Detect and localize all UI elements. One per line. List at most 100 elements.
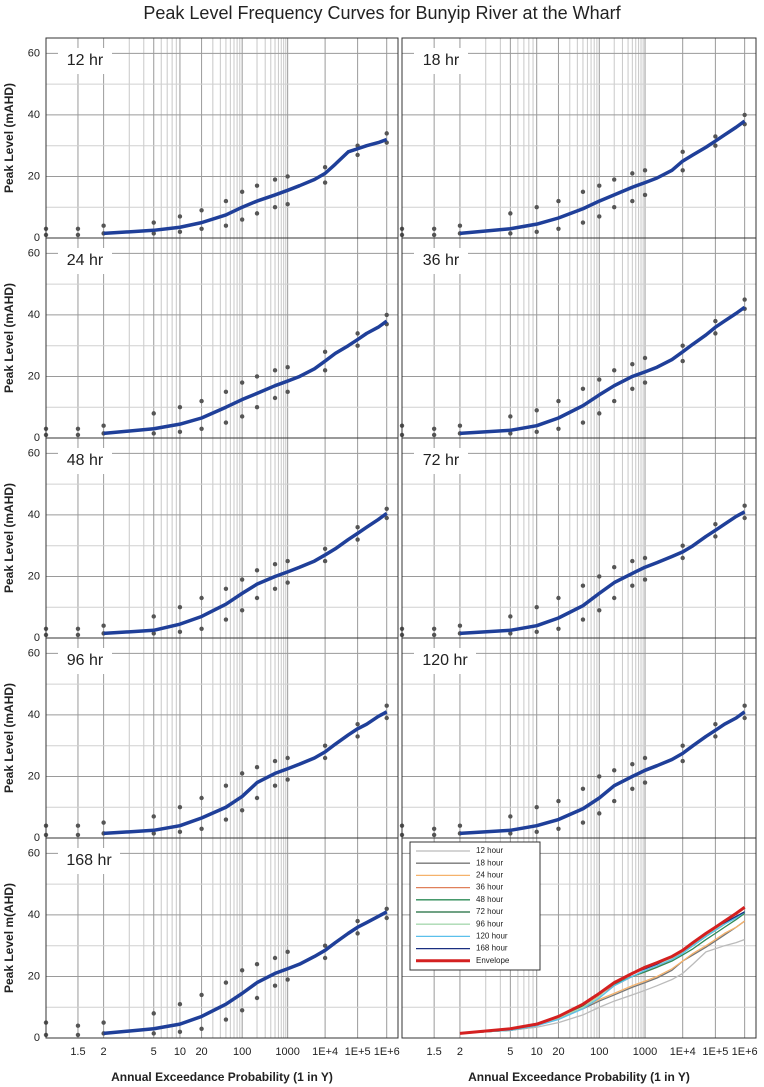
x-tick-label: 100 — [233, 1046, 251, 1058]
data-point — [285, 755, 290, 761]
data-point — [322, 955, 328, 961]
panel-label: 36 hr — [423, 252, 460, 269]
legend-label: 12 hour — [476, 846, 503, 855]
data-point — [597, 774, 602, 779]
panel-label: 24 hr — [67, 252, 104, 269]
data-point — [223, 389, 229, 395]
curve — [103, 910, 388, 1036]
data-point — [355, 537, 360, 542]
data-point — [431, 626, 437, 631]
data-point — [508, 814, 513, 819]
data-point — [556, 798, 561, 804]
data-point — [384, 915, 389, 921]
data-point — [151, 411, 156, 416]
data-point — [322, 546, 328, 551]
data-point — [285, 558, 290, 564]
legend-label: 48 hour — [476, 895, 503, 904]
data-point — [630, 583, 635, 588]
y-tick-label: 60 — [28, 47, 40, 59]
data-point — [680, 149, 685, 155]
data-point — [272, 395, 278, 401]
data-point — [254, 183, 260, 188]
data-point — [431, 226, 437, 231]
data-point — [680, 543, 685, 548]
legend-label: 168 hour — [476, 944, 508, 953]
series-line — [459, 938, 745, 1035]
data-point — [199, 626, 204, 631]
y-axis-title: Peak Level (mAHD) — [2, 483, 16, 593]
data-point — [556, 226, 561, 231]
data-point — [272, 205, 278, 210]
data-point — [177, 405, 183, 410]
data-point — [239, 217, 245, 222]
data-point — [713, 721, 718, 727]
data-point — [285, 201, 290, 207]
data-point — [642, 168, 648, 173]
data-point — [254, 568, 260, 573]
legend-box — [409, 841, 541, 971]
data-point — [285, 949, 290, 955]
data-point — [322, 180, 328, 185]
data-point — [239, 414, 245, 419]
data-point — [680, 758, 685, 764]
data-point — [177, 229, 183, 235]
y-tick-label: 40 — [28, 709, 40, 721]
y-tick-label: 0 — [34, 832, 40, 844]
data-point — [322, 368, 328, 373]
data-point — [612, 768, 617, 773]
data-point — [254, 374, 260, 379]
data-point — [534, 805, 539, 810]
data-point — [642, 755, 648, 761]
data-point — [272, 758, 278, 764]
x-tick-label: 10 — [531, 1046, 543, 1058]
data-point — [580, 386, 586, 391]
data-point — [151, 814, 156, 819]
curve — [103, 511, 388, 636]
panel: 0 20 40 60 Peak Level (mAHD) 24 hr — [2, 237, 399, 444]
data-point — [508, 831, 513, 836]
data-point — [239, 808, 245, 813]
data-point — [177, 214, 183, 219]
data-point — [239, 189, 245, 195]
data-point — [322, 349, 328, 355]
data-point — [199, 1026, 204, 1031]
y-tick-label: 0 — [34, 432, 40, 444]
data-point — [223, 223, 229, 228]
data-point — [199, 992, 204, 998]
data-point — [597, 574, 602, 579]
data-point — [556, 398, 561, 404]
data-point — [580, 220, 586, 225]
data-point — [285, 580, 290, 585]
x-tick-label: 1000 — [275, 1046, 299, 1058]
data-point — [612, 368, 617, 373]
data-point — [556, 626, 561, 631]
y-tick-label: 40 — [28, 909, 40, 921]
data-point — [101, 1020, 106, 1025]
x-tick-label: 1E+4 — [312, 1046, 338, 1058]
data-point — [431, 432, 437, 438]
panel-label-box — [414, 648, 476, 674]
data-point — [384, 906, 389, 911]
y-tick-label: 60 — [28, 847, 40, 859]
data-point — [254, 211, 260, 216]
y-tick-label: 20 — [28, 570, 40, 582]
y-tick-label: 40 — [28, 509, 40, 521]
data-point — [630, 361, 635, 367]
data-point — [508, 211, 513, 216]
data-point — [580, 420, 586, 425]
data-point — [580, 583, 586, 588]
data-point — [199, 795, 204, 801]
curve — [103, 710, 388, 836]
x-tick-label: 1E+5 — [702, 1046, 728, 1058]
data-point — [742, 503, 747, 508]
data-point — [254, 795, 260, 801]
y-axis-title: Peak Level (mAHD) — [2, 83, 16, 193]
data-point — [508, 231, 513, 236]
y-tick-label: 40 — [28, 109, 40, 121]
panel: 1.5 2 5 10 20 100 1000 1E+4 1E+5 1E+6 Annual Excee… — [401, 837, 758, 1084]
data-point — [254, 961, 260, 967]
data-point — [534, 229, 539, 235]
data-point — [680, 743, 685, 748]
data-point — [457, 623, 463, 628]
